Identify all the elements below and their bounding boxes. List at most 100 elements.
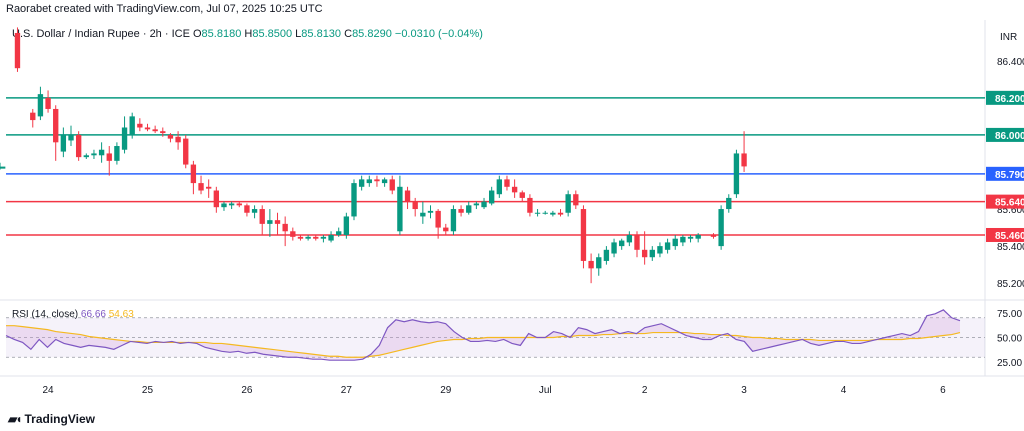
candle-body — [534, 212, 541, 214]
price-tick-label: 85.600 — [997, 205, 1024, 216]
time-tick-label: 24 — [43, 385, 55, 396]
rsi-tick-label: 50.00 — [997, 334, 1022, 345]
candle-body — [496, 179, 503, 195]
candle-body — [0, 166, 6, 169]
candle-body — [228, 203, 235, 206]
candle — [297, 234, 304, 241]
price-axis: INR 86.40085.80085.60085.40085.20086.200… — [43, 32, 1024, 396]
level-tag-label: 85.640 — [995, 198, 1024, 209]
candle — [106, 146, 112, 176]
candle — [167, 133, 174, 143]
candle — [0, 162, 6, 170]
candle-body — [741, 153, 747, 167]
candle-body — [213, 190, 220, 208]
candle-body — [473, 203, 480, 206]
candle — [550, 210, 556, 217]
candle-body — [144, 127, 151, 130]
candle — [596, 253, 602, 276]
candle — [213, 186, 220, 213]
candle-body — [664, 242, 671, 250]
candle-body — [687, 236, 694, 239]
candle — [190, 160, 197, 195]
level-tag-bg — [986, 227, 1024, 242]
candle — [649, 246, 655, 261]
symbol-name: U.S. Dollar / Indian Rupee · 2h · ICE — [12, 28, 190, 40]
candle-body — [519, 192, 525, 198]
candle-body — [198, 183, 204, 191]
candle — [228, 201, 235, 210]
time-tick-label: 6 — [940, 385, 946, 396]
candle — [519, 190, 525, 202]
candle — [573, 190, 579, 210]
rsi-label: RSI (14, close) — [12, 309, 79, 320]
candle — [687, 234, 694, 243]
candle-body — [397, 186, 403, 232]
candle-body — [657, 246, 663, 254]
candle — [290, 227, 296, 241]
candle — [267, 209, 273, 237]
candle — [251, 205, 258, 219]
candle — [580, 205, 587, 269]
candle — [420, 201, 426, 224]
candle — [274, 212, 281, 235]
low-value: 85.8130 — [301, 28, 342, 40]
candle — [114, 142, 120, 165]
candle — [641, 231, 648, 265]
candle-body — [580, 209, 587, 261]
candle-body — [412, 201, 418, 210]
candle — [60, 127, 67, 158]
candle — [313, 234, 319, 241]
candle-body — [98, 149, 105, 156]
candle — [404, 186, 411, 210]
close-label: C — [344, 28, 353, 40]
candle-body — [251, 209, 258, 213]
candle-body — [259, 209, 265, 224]
candle — [14, 27, 21, 72]
candle — [565, 190, 571, 217]
candle — [527, 194, 533, 217]
candle — [664, 238, 671, 254]
candle-body — [611, 242, 617, 254]
candle-body — [358, 179, 365, 187]
candle — [603, 246, 610, 265]
candle-body — [634, 234, 640, 250]
candle-body — [504, 179, 510, 187]
candle-body — [641, 249, 648, 258]
candle-body — [488, 190, 495, 204]
high-label: H — [244, 28, 253, 40]
candle — [481, 197, 487, 210]
candle-body — [695, 234, 701, 239]
candle-body — [718, 209, 724, 247]
candle — [206, 179, 212, 198]
candle-body — [481, 201, 487, 208]
candle-body — [596, 257, 602, 269]
candle — [534, 209, 541, 217]
candle — [160, 127, 166, 137]
candle — [626, 231, 633, 247]
symbol-legend: U.S. Dollar / Indian Rupee · 2h · ICE O8… — [12, 28, 483, 40]
candle-body — [450, 209, 457, 232]
candle — [75, 131, 82, 161]
candle — [121, 116, 128, 154]
candle — [45, 90, 51, 113]
rsi-tick-label: 25.00 — [997, 358, 1022, 369]
tradingview-brand: ▰◖ TradingView — [8, 412, 95, 426]
candle-body — [267, 220, 273, 224]
level-tag-label: 86.000 — [995, 131, 1024, 142]
level-tag-label: 85.790 — [995, 170, 1024, 181]
candle — [30, 108, 36, 128]
candle — [198, 175, 204, 195]
candle — [374, 175, 380, 187]
candle-body — [458, 209, 464, 213]
rsi-legend: RSI (14, close) 66.66 54.63 — [12, 309, 134, 320]
candle-body — [374, 179, 380, 182]
candle-body — [542, 212, 548, 214]
candle — [496, 175, 503, 198]
candle-body — [37, 94, 44, 117]
level-tag-bg — [986, 90, 1024, 105]
close-value: 85.8290 — [352, 28, 392, 40]
time-tick-label: 26 — [241, 385, 253, 396]
candle-body — [183, 138, 189, 165]
candle-body — [68, 134, 74, 141]
